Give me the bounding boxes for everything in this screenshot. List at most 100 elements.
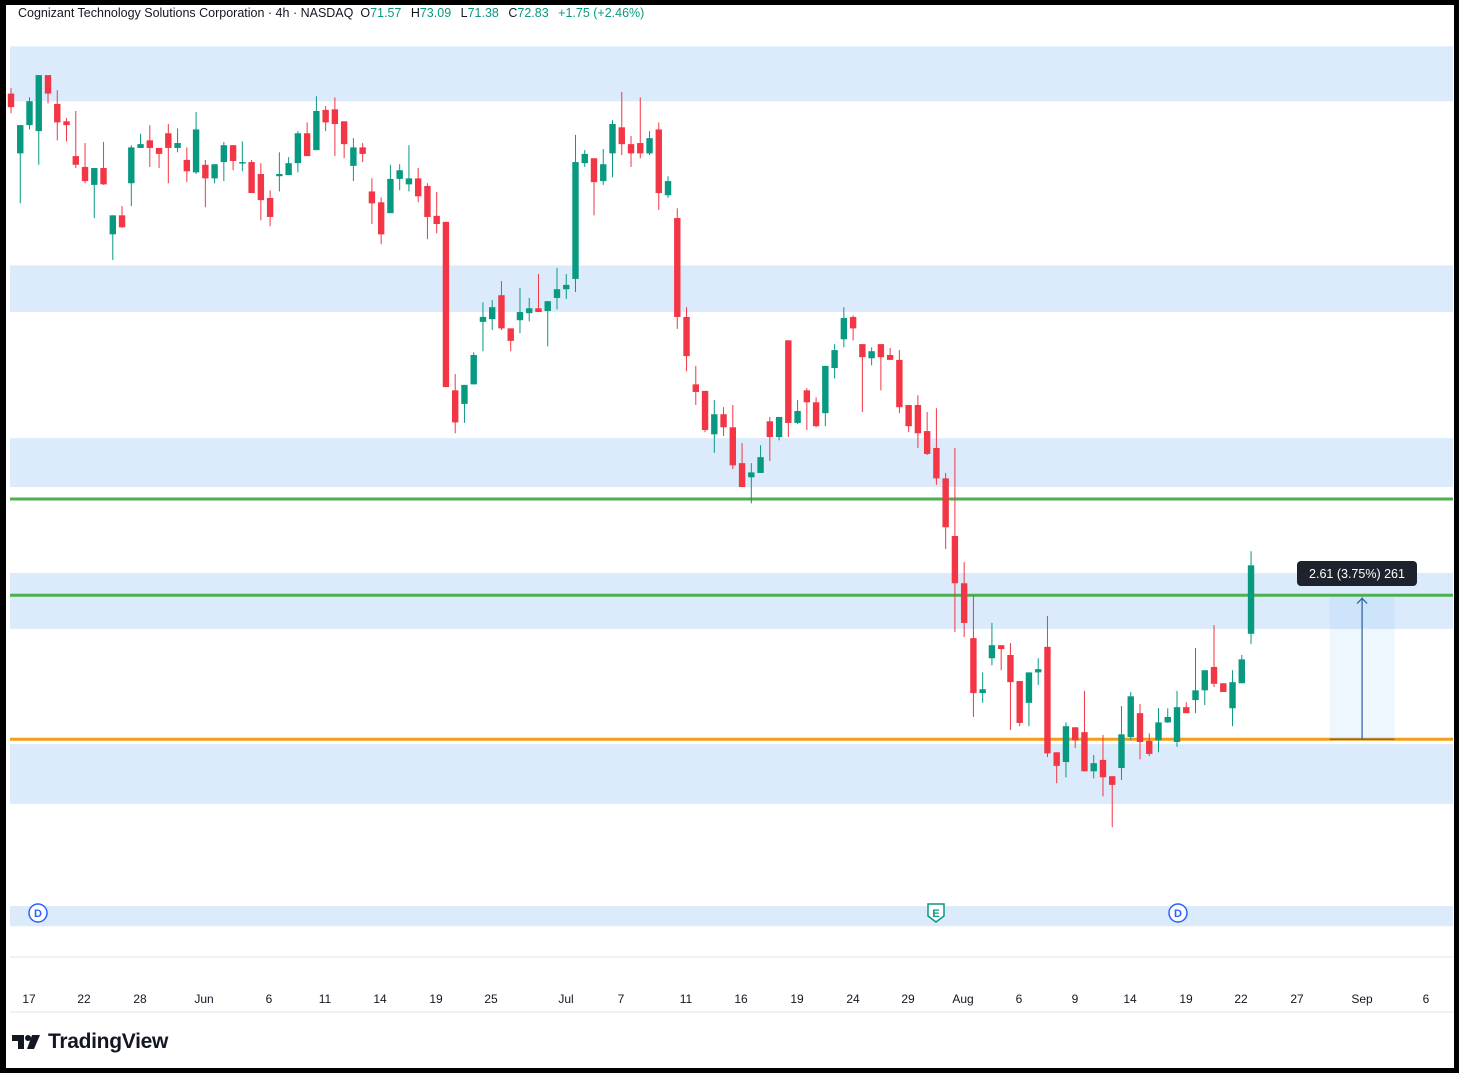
candle-body bbox=[1201, 670, 1208, 691]
time-axis-label: 22 bbox=[1234, 992, 1248, 1006]
candle-body bbox=[840, 318, 848, 340]
time-axis-label: Aug bbox=[952, 992, 973, 1006]
symbol-title[interactable]: Cognizant Technology Solutions Corporati… bbox=[18, 6, 354, 20]
candle bbox=[1016, 681, 1023, 727]
candle bbox=[627, 135, 635, 167]
time-axis-label: 14 bbox=[373, 992, 387, 1006]
time-axis-label: 19 bbox=[790, 992, 804, 1006]
time-axis[interactable]: 17 22 28 Jun 6 11 14 19 25 Jul 7 11 16 19 24 29 Aug 6 9 14 1… bbox=[22, 992, 1429, 1006]
candle bbox=[451, 374, 459, 434]
candle bbox=[1099, 734, 1107, 797]
candle-body bbox=[248, 162, 255, 194]
candle-body bbox=[322, 109, 329, 123]
candle bbox=[526, 297, 533, 322]
candle bbox=[91, 168, 98, 219]
candle-body bbox=[886, 355, 894, 360]
candle-body bbox=[202, 164, 209, 179]
candle bbox=[553, 268, 561, 310]
candle-body bbox=[1007, 655, 1014, 683]
candle bbox=[359, 143, 366, 163]
candle bbox=[840, 307, 848, 348]
candle bbox=[683, 307, 690, 372]
candle-body bbox=[387, 178, 394, 214]
candle bbox=[294, 131, 302, 173]
chart-window bbox=[6, 5, 1454, 1068]
candle bbox=[229, 145, 237, 171]
dividend-event-marker[interactable]: D bbox=[28, 903, 48, 923]
candle-body bbox=[17, 125, 24, 154]
candle bbox=[748, 463, 755, 504]
candle bbox=[1183, 702, 1190, 714]
candle-body bbox=[803, 390, 811, 403]
candle-body bbox=[748, 472, 755, 478]
candle bbox=[572, 134, 579, 292]
candle-body bbox=[794, 410, 801, 423]
candle bbox=[859, 344, 866, 413]
candle bbox=[155, 147, 163, 169]
candle-body bbox=[896, 359, 903, 408]
measure-text: 2.61 (3.75%) 261 bbox=[1309, 567, 1405, 581]
candle bbox=[877, 344, 885, 391]
candle bbox=[1146, 733, 1153, 757]
candle bbox=[905, 405, 912, 433]
candle-body bbox=[257, 174, 265, 201]
earnings-icon bbox=[927, 903, 945, 923]
candle-body bbox=[1127, 696, 1134, 738]
price-zone bbox=[10, 744, 1453, 804]
dividend-event-marker[interactable]: D bbox=[1168, 903, 1188, 923]
tradingview-logo[interactable]: TradingView bbox=[12, 1030, 168, 1054]
candle bbox=[202, 159, 209, 208]
candle bbox=[81, 143, 89, 184]
candle-body bbox=[331, 109, 339, 125]
candle bbox=[285, 157, 292, 176]
candle bbox=[276, 152, 283, 192]
candle-body bbox=[276, 174, 283, 177]
time-axis-label: 27 bbox=[1290, 992, 1304, 1006]
candle-body bbox=[674, 218, 681, 317]
candle bbox=[785, 340, 792, 438]
candle bbox=[1034, 658, 1042, 685]
candle-body bbox=[414, 178, 422, 197]
candle bbox=[914, 395, 922, 448]
candle-body bbox=[1247, 565, 1255, 634]
candle-body bbox=[812, 402, 820, 427]
candle bbox=[220, 141, 228, 182]
candle-body bbox=[350, 147, 357, 166]
candle bbox=[1044, 615, 1051, 758]
candle bbox=[646, 131, 653, 155]
candle-body bbox=[1090, 763, 1097, 772]
candle-body bbox=[489, 307, 496, 320]
candle bbox=[618, 91, 625, 155]
candle bbox=[313, 96, 320, 151]
candle bbox=[137, 133, 144, 148]
candle bbox=[442, 221, 450, 388]
candle bbox=[1164, 708, 1171, 723]
candle-body bbox=[451, 390, 459, 423]
time-axis-label: 6 bbox=[266, 992, 273, 1006]
candle-body bbox=[1034, 669, 1042, 673]
candle bbox=[1072, 727, 1079, 748]
candle bbox=[1238, 655, 1245, 684]
time-axis-label: 9 bbox=[1072, 992, 1079, 1006]
candle-body bbox=[960, 583, 968, 623]
candle-body bbox=[1016, 681, 1023, 723]
candle bbox=[17, 125, 24, 204]
candle bbox=[1118, 706, 1125, 780]
candle-body bbox=[100, 168, 107, 185]
open-value: 71.57 bbox=[370, 6, 402, 20]
candle bbox=[128, 145, 135, 207]
time-axis-label: 11 bbox=[319, 992, 332, 1006]
candle bbox=[1155, 708, 1162, 753]
time-axis-label: 11 bbox=[680, 992, 693, 1006]
candle-body bbox=[377, 202, 385, 235]
candle bbox=[1210, 625, 1218, 688]
time-axis-label: Sep bbox=[1351, 992, 1373, 1006]
candle-body bbox=[1164, 716, 1171, 723]
candle-body bbox=[507, 328, 514, 341]
earnings-event-marker[interactable]: E bbox=[927, 903, 945, 923]
candle-body bbox=[285, 163, 292, 176]
candle bbox=[1090, 755, 1097, 779]
tradingview-logo-icon bbox=[12, 1035, 40, 1049]
candle-body bbox=[766, 421, 774, 438]
